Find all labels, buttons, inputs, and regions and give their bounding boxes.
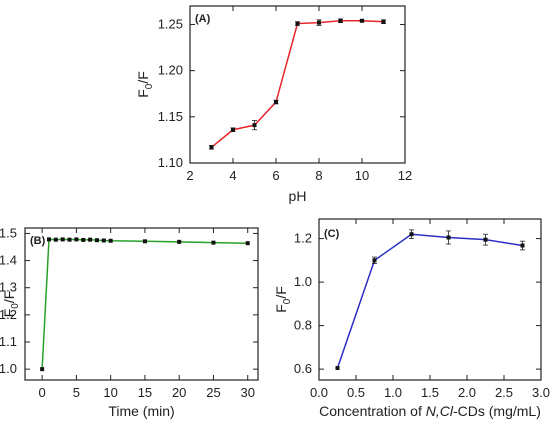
y-tick-label: 1.20 xyxy=(158,63,183,78)
y-axis-title: F0/F xyxy=(273,286,293,313)
x-tick-label: 2 xyxy=(186,168,193,183)
y-axis-title-sub: 0 xyxy=(10,303,21,309)
data-point xyxy=(46,237,51,242)
x-tick-label: 0.0 xyxy=(310,385,328,400)
data-point xyxy=(40,367,45,372)
x-axis-title-part: -CDs (mg/mL) xyxy=(453,403,541,419)
y-tick-label: 1.4 xyxy=(0,253,17,268)
y-axis-title-main: F xyxy=(135,89,151,98)
data-point xyxy=(67,237,72,242)
y-tick-label: 1.0 xyxy=(294,274,312,289)
y-tick-label: 1.3 xyxy=(0,280,17,295)
y-tick-label: 0.8 xyxy=(294,318,312,333)
x-tick-label: 0 xyxy=(39,385,46,400)
x-axis-title: Time (min) xyxy=(108,403,174,419)
data-point xyxy=(338,18,343,23)
y-axis-title-sub: 0 xyxy=(144,83,155,89)
data-point xyxy=(209,145,214,150)
data-point xyxy=(108,238,113,243)
x-tick-label: 2.0 xyxy=(458,385,476,400)
panel-label: (A) xyxy=(195,13,211,25)
y-tick-label: 1.25 xyxy=(158,16,183,31)
data-point xyxy=(372,258,377,263)
data-point xyxy=(409,232,414,237)
data-point xyxy=(60,237,65,242)
data-point xyxy=(483,237,488,242)
y-tick-label: 0.6 xyxy=(294,361,312,376)
x-tick-label: 2.5 xyxy=(495,385,513,400)
x-tick-label: 20 xyxy=(172,385,186,400)
data-point xyxy=(81,237,86,242)
data-point xyxy=(101,238,106,243)
series-line xyxy=(211,20,384,148)
data-point xyxy=(231,127,235,132)
x-tick-label: 10 xyxy=(355,168,369,183)
x-tick-label: 15 xyxy=(138,385,152,400)
y-tick-label: 1.15 xyxy=(158,109,183,124)
x-axis-title-part: Concentration of xyxy=(319,403,426,419)
data-point xyxy=(177,239,182,244)
data-point xyxy=(446,235,451,240)
panel-label: (B) xyxy=(30,235,46,247)
data-point xyxy=(274,100,278,105)
x-axis-title: Concentration of N,Cl-CDs (mg/mL) xyxy=(319,403,541,419)
y-axis-title-main: F xyxy=(273,304,289,313)
y-axis-title-rest: /F xyxy=(1,291,17,303)
x-axis-title-part: N,Cl xyxy=(426,403,454,419)
data-point xyxy=(381,19,386,24)
data-point xyxy=(245,241,250,246)
data-point xyxy=(53,237,58,242)
data-point xyxy=(295,21,300,26)
y-axis-title-main: F xyxy=(1,309,17,318)
data-point xyxy=(211,240,216,245)
y-tick-label: 1.2 xyxy=(294,231,312,246)
y-axis-title-rest: /F xyxy=(273,286,289,298)
chart-panel-1: 2 4 6 8 10 12 1.10 1.15 1.20 1.25 (A) pH F0/F xyxy=(135,5,412,204)
x-tick-label: 30 xyxy=(240,385,254,400)
plot-frame xyxy=(24,227,259,381)
series-line xyxy=(336,233,523,369)
y-axis-title: F0/F xyxy=(1,291,21,318)
x-tick-label: 1.5 xyxy=(421,385,439,400)
data-point xyxy=(252,123,257,128)
data-point xyxy=(360,18,364,23)
y-axis-title-sub: 0 xyxy=(282,298,293,304)
panel-label: (C) xyxy=(324,228,340,240)
y-axis-title-rest: /F xyxy=(135,71,151,83)
y-tick-label: 1.2 xyxy=(0,307,17,322)
x-tick-label: 10 xyxy=(103,385,117,400)
data-point xyxy=(88,237,93,242)
y-tick-label: 1.10 xyxy=(158,155,183,170)
x-tick-label: 3.0 xyxy=(532,385,550,400)
x-tick-label: 12 xyxy=(398,168,412,183)
data-point xyxy=(142,239,147,244)
x-tick-label: 25 xyxy=(206,385,220,400)
chart-panel-2: 0 5 10 15 20 25 30 1.0 1.1 1.2 1.3 1.4 1.5 (B) Time (m… xyxy=(0,225,259,419)
chart-panel-3: 0.0 0.5 1.0 1.5 2.0 2.5 3.0 0.6 0.8 1.0 1.2 (C) Conc… xyxy=(273,218,550,419)
data-point xyxy=(74,237,79,242)
data-point xyxy=(94,238,99,243)
y-tick-label: 1.0 xyxy=(0,361,17,376)
y-axis-title: F0/F xyxy=(135,71,155,98)
data-point xyxy=(520,243,525,248)
x-tick-label: 4 xyxy=(229,168,236,183)
x-tick-label: 1.0 xyxy=(384,385,402,400)
x-axis-title: pH xyxy=(289,188,307,204)
series-line xyxy=(41,238,248,370)
data-point xyxy=(317,20,321,25)
x-tick-label: 0.5 xyxy=(347,385,365,400)
x-tick-label: 5 xyxy=(73,385,80,400)
x-tick-label: 8 xyxy=(315,168,322,183)
y-tick-label: 1.1 xyxy=(0,334,17,349)
data-point xyxy=(335,366,340,371)
x-tick-label: 6 xyxy=(272,168,279,183)
y-tick-label: 1.5 xyxy=(0,225,17,240)
plot-frame xyxy=(189,5,406,164)
